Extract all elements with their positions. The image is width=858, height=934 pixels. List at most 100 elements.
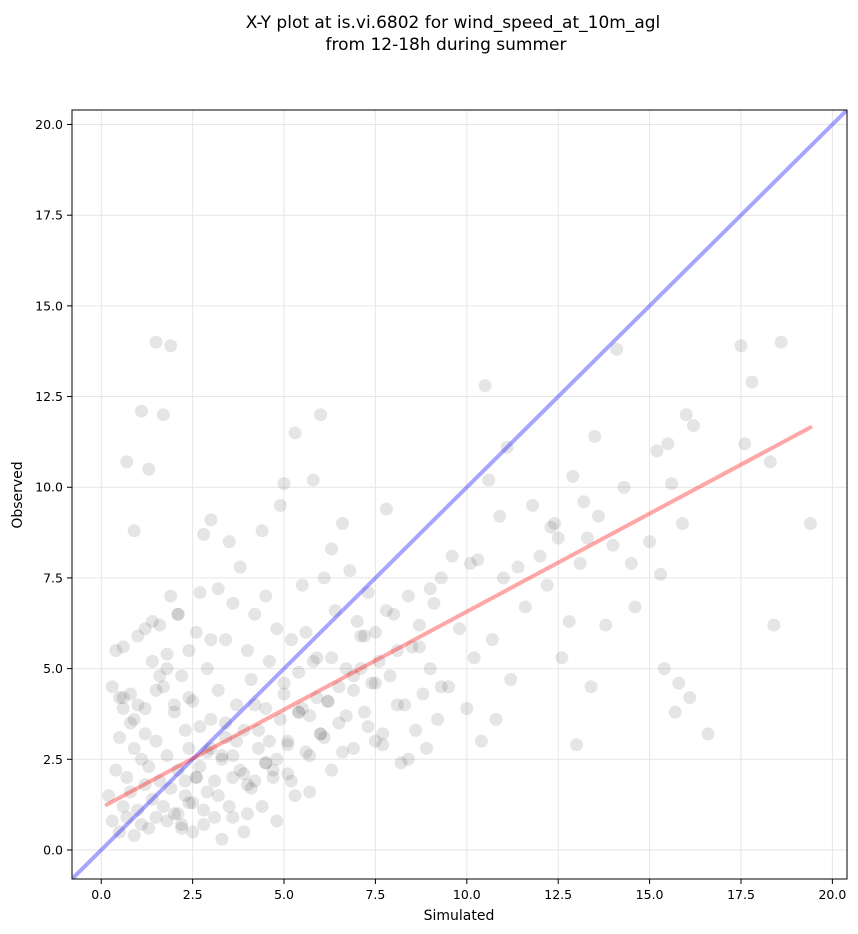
regression-fit-line — [104, 425, 813, 807]
data-point — [617, 480, 631, 494]
data-point — [306, 654, 320, 668]
data-point — [138, 778, 152, 792]
data-point — [310, 651, 324, 665]
data-point — [763, 455, 777, 469]
data-point — [390, 643, 404, 657]
data-point — [281, 734, 295, 748]
data-point — [167, 705, 181, 719]
data-point — [248, 774, 262, 788]
one-to-one-line — [72, 110, 847, 879]
data-point — [379, 604, 393, 618]
data-point — [401, 589, 415, 603]
data-point — [745, 375, 759, 389]
data-point — [164, 339, 178, 353]
data-point — [200, 785, 214, 799]
data-point — [204, 633, 218, 647]
data-point — [237, 825, 251, 839]
data-point — [548, 517, 562, 531]
data-point — [182, 796, 196, 810]
data-point — [281, 767, 295, 781]
data-point — [138, 702, 152, 716]
data-point — [102, 789, 116, 803]
data-point — [120, 455, 134, 469]
data-point — [153, 774, 167, 788]
data-point — [186, 825, 200, 839]
chart-title-line-1: X-Y plot at is.vi.6802 for wind_speed_at… — [246, 13, 661, 33]
data-point — [431, 712, 445, 726]
data-point — [303, 785, 317, 799]
data-point — [211, 789, 225, 803]
data-point — [427, 596, 441, 610]
data-point — [314, 727, 328, 741]
data-point — [336, 745, 350, 759]
data-point — [654, 567, 668, 581]
data-point — [215, 752, 229, 766]
y-tick-label: 20.0 — [35, 117, 63, 132]
data-point — [332, 716, 346, 730]
data-point — [175, 821, 189, 835]
data-point — [131, 698, 145, 712]
data-point — [116, 691, 130, 705]
data-point — [189, 770, 203, 784]
data-point — [219, 633, 233, 647]
data-point — [156, 799, 170, 813]
data-point — [325, 763, 339, 777]
data-point — [292, 705, 306, 719]
data-point — [248, 698, 262, 712]
data-point — [259, 589, 273, 603]
data-point — [767, 618, 781, 632]
data-point — [131, 629, 145, 643]
data-point — [175, 818, 189, 832]
x-tick-label: 2.5 — [183, 887, 203, 902]
data-point — [343, 564, 357, 578]
data-point — [160, 662, 174, 676]
data-point — [284, 774, 298, 788]
x-tick-label: 7.5 — [365, 887, 385, 902]
data-point — [566, 469, 580, 483]
data-point — [357, 629, 371, 643]
data-point — [262, 734, 276, 748]
data-point — [138, 727, 152, 741]
data-point — [668, 705, 682, 719]
data-point — [295, 702, 309, 716]
data-point — [156, 408, 170, 422]
x-tick-label: 5.0 — [274, 887, 294, 902]
data-point — [175, 669, 189, 683]
data-point — [588, 429, 602, 443]
data-point — [482, 473, 496, 487]
data-point — [167, 807, 181, 821]
data-point — [544, 520, 558, 534]
data-point — [485, 633, 499, 647]
data-point — [171, 807, 185, 821]
data-point — [303, 709, 317, 723]
data-point — [123, 785, 137, 799]
data-point — [153, 669, 167, 683]
data-point — [325, 651, 339, 665]
data-point — [398, 698, 412, 712]
data-point — [204, 712, 218, 726]
data-point — [299, 625, 313, 639]
data-point — [584, 680, 598, 694]
data-point — [321, 694, 335, 708]
data-point — [372, 654, 386, 668]
data-point — [423, 662, 437, 676]
data-point — [200, 745, 214, 759]
data-point — [650, 444, 664, 458]
x-tick-label: 17.5 — [727, 887, 755, 902]
data-point — [189, 625, 203, 639]
data-point — [259, 702, 273, 716]
data-point — [445, 549, 459, 563]
data-point — [273, 712, 287, 726]
data-point — [500, 440, 514, 454]
data-point — [303, 749, 317, 763]
data-point — [270, 622, 284, 636]
data-point — [555, 651, 569, 665]
data-point — [237, 723, 251, 737]
data-point — [113, 691, 127, 705]
data-point — [354, 629, 368, 643]
data-point — [240, 778, 254, 792]
data-point — [281, 738, 295, 752]
x-tick-label: 10.0 — [453, 887, 481, 902]
data-point — [171, 607, 185, 621]
plot-frame — [71, 109, 848, 880]
